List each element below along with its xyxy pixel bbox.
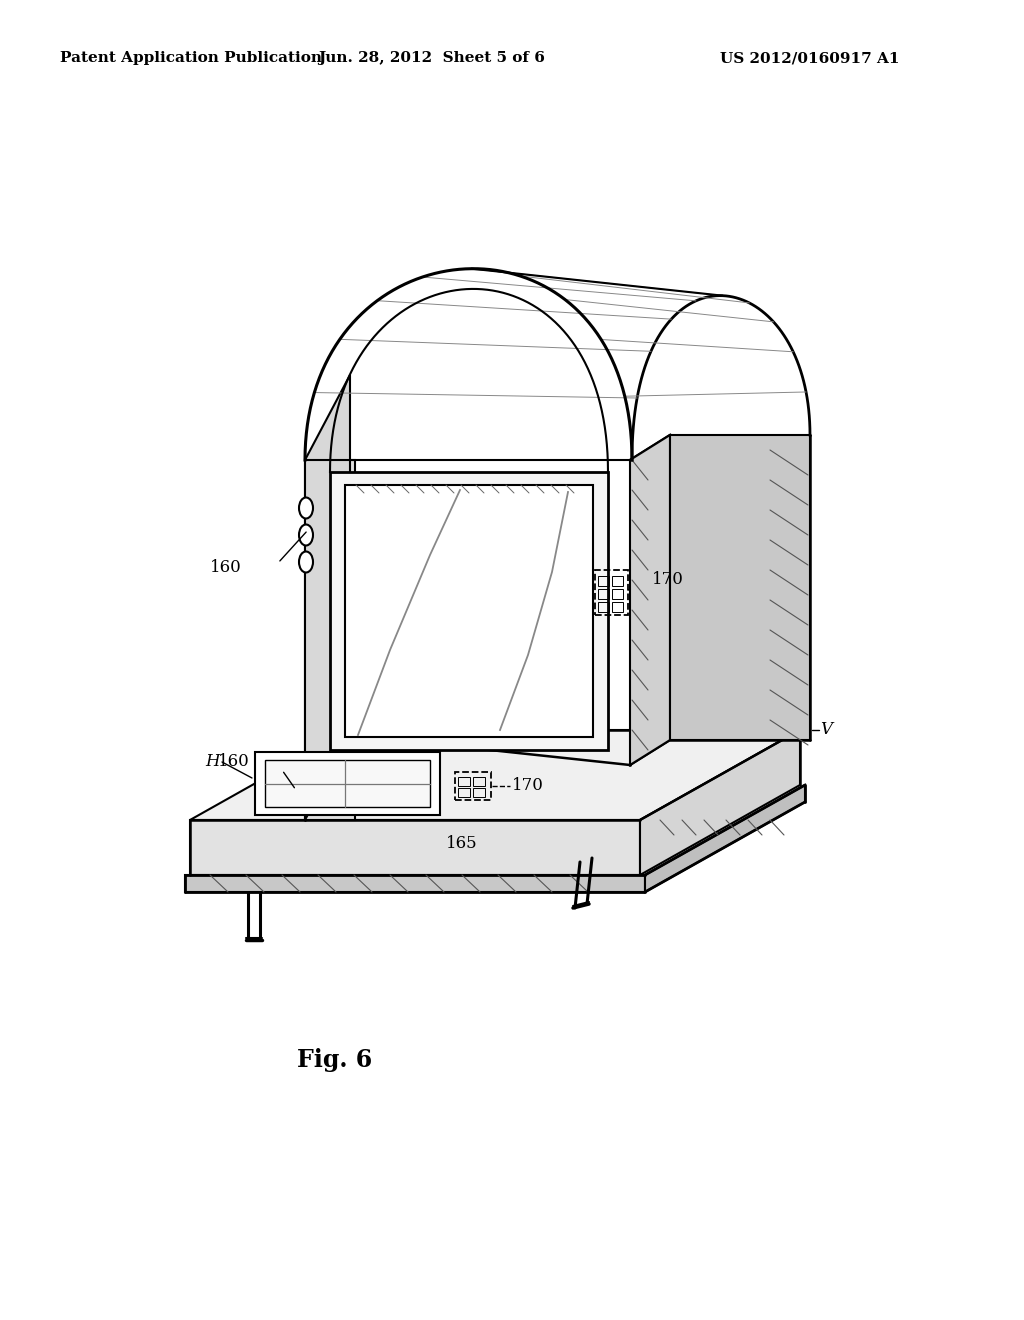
Polygon shape bbox=[670, 436, 810, 741]
Text: 170: 170 bbox=[652, 570, 684, 587]
Polygon shape bbox=[265, 760, 430, 807]
Bar bbox=[458, 777, 470, 785]
Ellipse shape bbox=[299, 552, 313, 573]
Polygon shape bbox=[330, 473, 608, 750]
Text: Jun. 28, 2012  Sheet 5 of 6: Jun. 28, 2012 Sheet 5 of 6 bbox=[318, 51, 546, 65]
Ellipse shape bbox=[299, 524, 313, 545]
Polygon shape bbox=[630, 436, 670, 766]
Polygon shape bbox=[305, 375, 350, 820]
Polygon shape bbox=[185, 875, 645, 892]
Text: Fig. 6: Fig. 6 bbox=[297, 1048, 373, 1072]
Polygon shape bbox=[190, 820, 640, 875]
Polygon shape bbox=[645, 785, 805, 892]
Bar bbox=[598, 589, 609, 599]
Bar bbox=[598, 576, 609, 586]
Text: 165: 165 bbox=[446, 836, 478, 851]
Polygon shape bbox=[305, 459, 355, 820]
Bar bbox=[473, 788, 485, 797]
Polygon shape bbox=[345, 484, 593, 737]
Text: H: H bbox=[206, 754, 220, 771]
Text: 165: 165 bbox=[502, 591, 534, 609]
Bar bbox=[598, 602, 609, 612]
Text: 160: 160 bbox=[210, 560, 242, 577]
Text: US 2012/0160917 A1: US 2012/0160917 A1 bbox=[720, 51, 899, 65]
Text: Patent Application Publication: Patent Application Publication bbox=[60, 51, 322, 65]
Bar bbox=[612, 602, 623, 612]
Text: V: V bbox=[820, 722, 831, 738]
Text: 160: 160 bbox=[218, 754, 250, 771]
Bar bbox=[458, 788, 470, 797]
Bar bbox=[612, 589, 623, 599]
Polygon shape bbox=[255, 752, 440, 814]
Bar bbox=[612, 576, 623, 586]
Bar bbox=[455, 772, 490, 800]
Text: 170: 170 bbox=[512, 777, 544, 795]
Polygon shape bbox=[190, 730, 800, 820]
Polygon shape bbox=[640, 730, 800, 875]
Ellipse shape bbox=[299, 498, 313, 519]
Bar bbox=[473, 777, 485, 785]
Bar bbox=[595, 570, 628, 615]
